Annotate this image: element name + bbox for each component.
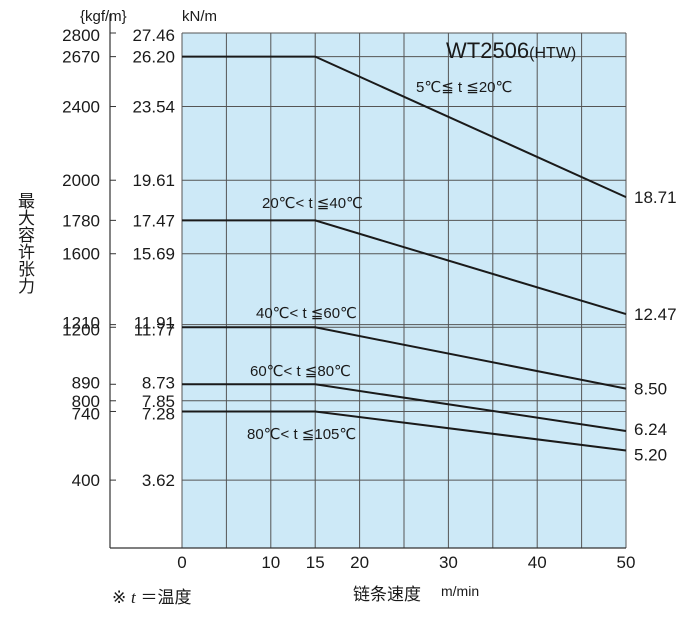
y-tick-label-kgf: 2000 xyxy=(62,171,100,190)
x-tick-label: 30 xyxy=(439,553,458,572)
y-tick-label-kn: 11.77 xyxy=(134,320,175,339)
series-temp-label: 20℃< t ≦40℃ xyxy=(262,195,363,212)
y-tick-label-kn: 11.91 xyxy=(134,314,175,333)
series-temp-label: 5℃≦ t ≦20℃ xyxy=(416,79,512,96)
y-tick-label-kgf: 1210 xyxy=(62,314,100,333)
y-tick-label-kgf: 2400 xyxy=(62,98,100,117)
footnote-variable: t xyxy=(130,588,136,607)
y-tick-label-kgf: 740 xyxy=(72,404,100,423)
series-line xyxy=(182,219,627,316)
y-tick-label-kgf: 2670 xyxy=(62,48,100,67)
y-tick-label-kn: 19.61 xyxy=(132,171,175,190)
y-tick-label-kgf: 800 xyxy=(72,392,100,411)
y-tick-label-kn: 7.28 xyxy=(142,404,175,423)
series-end-label: 5.20 xyxy=(634,445,667,464)
series-end-label: 18.71 xyxy=(634,188,677,207)
x-tick-label: 40 xyxy=(528,553,547,572)
y-tick-label-kgf: 890 xyxy=(72,373,100,392)
series-end-label: 6.24 xyxy=(634,420,667,439)
model-suffix: (HTW) xyxy=(529,45,577,62)
y-tick-label-kn: 27.46 xyxy=(132,26,175,45)
y-tick-label-kgf: 1780 xyxy=(62,211,100,230)
footnote: ※ t ＝温度 xyxy=(112,583,191,608)
y-axis-label: 最大容许张力 xyxy=(15,192,34,294)
series-line xyxy=(182,326,627,390)
y-unit-kgf: {kgf/m} xyxy=(80,8,127,25)
model-name: WT2506 xyxy=(446,38,530,63)
x-tick-label: 15 xyxy=(306,553,325,572)
footnote-mark: ※ xyxy=(112,588,127,607)
y-tick-label-kgf: 1200 xyxy=(62,320,100,339)
y-tick-label-kn: 8.73 xyxy=(142,373,175,392)
series-line xyxy=(182,410,627,452)
y-tick-label-kgf: 1600 xyxy=(62,245,100,264)
series-line xyxy=(182,55,627,199)
chart-title: WT2506(HTW) xyxy=(446,38,576,64)
y-tick-label-kn: 17.47 xyxy=(132,211,175,230)
x-tick-label: 0 xyxy=(177,553,186,572)
y-tick-label-kgf: 2800 xyxy=(62,26,100,45)
x-tick-label: 20 xyxy=(350,553,369,572)
series-line xyxy=(182,383,627,432)
x-tick-label: 50 xyxy=(617,553,636,572)
y-tick-label-kgf: 400 xyxy=(72,471,100,490)
y-tick-label-kn: 26.20 xyxy=(132,48,175,67)
series-temp-label: 80℃< t ≦105℃ xyxy=(247,426,356,443)
x-axis-label: 链条速度 xyxy=(353,585,421,604)
footnote-text: ＝温度 xyxy=(140,588,192,607)
series-end-label: 12.47 xyxy=(634,305,677,324)
y-tick-label-kn: 15.69 xyxy=(132,245,175,264)
y-tick-label-kn: 3.62 xyxy=(142,471,175,490)
y-tick-label-kn: 23.54 xyxy=(132,98,175,117)
x-axis-unit: m/min xyxy=(441,583,480,599)
series-end-label: 8.50 xyxy=(634,380,667,399)
x-tick-label: 10 xyxy=(261,553,280,572)
y-unit-kn: kN/m xyxy=(182,8,217,25)
series-temp-label: 40℃< t ≦60℃ xyxy=(256,305,357,322)
y-tick-label-kn: 7.85 xyxy=(142,392,175,411)
series-temp-label: 60℃< t ≦80℃ xyxy=(250,363,351,380)
